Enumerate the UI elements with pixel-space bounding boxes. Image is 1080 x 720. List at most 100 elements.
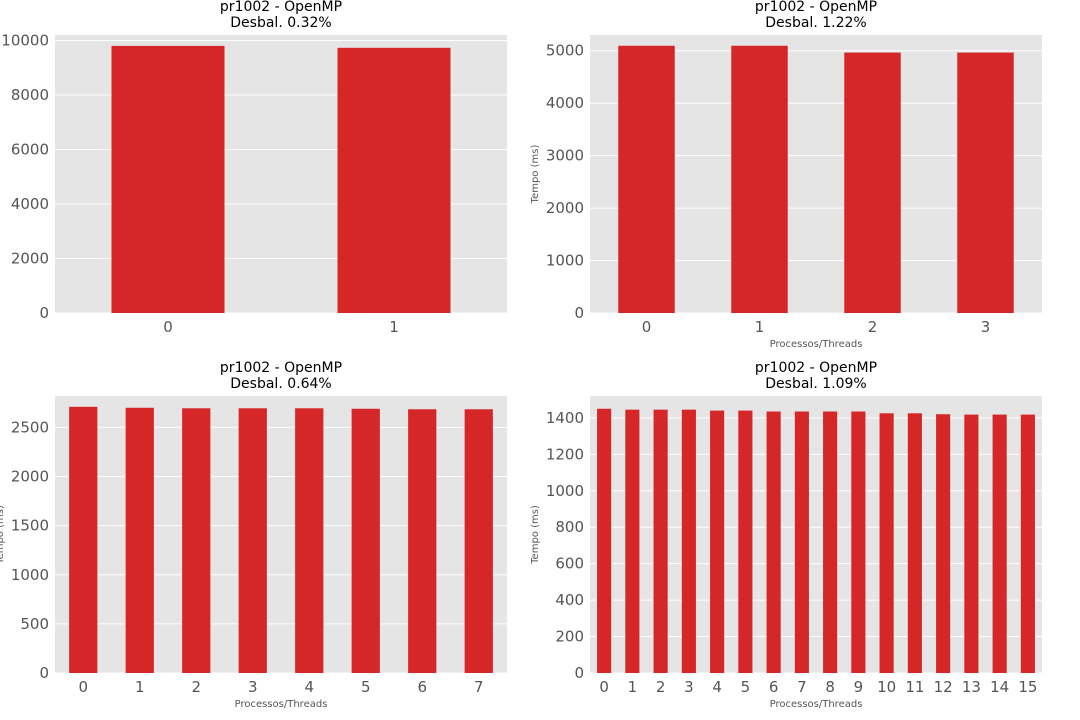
chart-0-bar: [337, 47, 451, 313]
chart-3-xtick-label: 5: [741, 678, 751, 696]
chart-2-ytick-label: 2500: [11, 418, 49, 436]
chart-2-bar: [238, 408, 267, 673]
chart-2-xtick-label: 4: [304, 678, 314, 696]
chart-1-bar: [731, 45, 788, 313]
chart-3-bar: [597, 408, 612, 673]
chart-3-ytick-label: 1400: [546, 409, 584, 427]
chart-0-xtick-label: 1: [389, 318, 399, 336]
chart-3-xtick-label: 8: [825, 678, 835, 696]
chart-0-ytick-label: 2000: [11, 249, 49, 267]
chart-3-ytick-label: 800: [555, 518, 584, 536]
chart-3-xtick-label: 1: [628, 678, 638, 696]
chart-3: 0 200 400 600 800 1000 1200 1400 0 1 2 3 4 5 6 7 8 9 10 11 1…: [530, 360, 1042, 710]
chart-0-subtitle: Desbal. 0.32%: [230, 15, 331, 31]
chart-1-bar: [957, 52, 1014, 314]
chart-1-xtick-label: 3: [981, 318, 991, 336]
chart-0-ytick-label: 10000: [1, 31, 49, 49]
chart-1-ytick-label: 2000: [546, 199, 584, 217]
chart-2-ytick-label: 2000: [11, 468, 49, 486]
chart-3-ylabel: Tempo (ms): [530, 505, 541, 565]
chart-3-bar: [964, 414, 979, 673]
chart-0-bar: [111, 45, 225, 313]
chart-2-xtick-label: 7: [474, 678, 484, 696]
chart-3-xtick-label: 6: [769, 678, 779, 696]
chart-1-xtick-label: 1: [755, 318, 765, 336]
chart-3-ytick-label: 600: [555, 555, 584, 573]
chart-2-bar: [125, 407, 154, 673]
chart-3-xtick-label: 9: [854, 678, 864, 696]
chart-3-ytick-label: 400: [555, 591, 584, 609]
chart-2-xtick-label: 2: [191, 678, 201, 696]
chart-3-bar: [992, 414, 1007, 673]
chart-3-bar: [625, 409, 640, 673]
chart-2-bar: [408, 409, 437, 673]
chart-3-bar: [1020, 414, 1035, 673]
chart-3-bar: [710, 410, 725, 673]
chart-2-title: pr1002 - OpenMP: [220, 360, 342, 376]
chart-2-ylabel: Tempo (ms): [0, 505, 6, 565]
chart-2-ytick-label: 500: [20, 615, 49, 633]
chart-1-bar: [844, 52, 901, 314]
chart-3-ytick-label: 1000: [546, 482, 584, 500]
chart-2-xtick-label: 0: [78, 678, 88, 696]
chart-3-xtick-label: 13: [962, 678, 981, 696]
chart-1-ytick-label: 1000: [546, 252, 584, 270]
chart-2-bar: [351, 408, 380, 673]
chart-3-title: pr1002 - OpenMP: [755, 360, 877, 376]
chart-3-xtick-label: 15: [1018, 678, 1037, 696]
chart-3-xtick-label: 10: [877, 678, 896, 696]
chart-2-xtick-label: 1: [135, 678, 145, 696]
chart-1-xtick-label: 0: [642, 318, 652, 336]
chart-2-bar: [182, 408, 211, 673]
chart-3-bar: [794, 411, 809, 673]
chart-1: 0 1000 2000 3000 4000 5000 0 1 2 3 pr1002 - OpenMP…: [530, 0, 1042, 350]
chart-2-xlabel: Processos/Threads: [235, 699, 328, 710]
chart-2-plot-area: [55, 396, 507, 673]
chart-3-xtick-label: 0: [599, 678, 609, 696]
chart-3-bar: [936, 414, 951, 673]
chart-3-bar: [879, 413, 894, 673]
chart-3-bar: [851, 411, 866, 673]
chart-3-subtitle: Desbal. 1.09%: [765, 376, 866, 392]
chart-0-ytick-label: 6000: [11, 140, 49, 158]
chart-1-ylabel: Tempo (ms): [530, 145, 541, 205]
chart-1-ytick-label: 3000: [546, 147, 584, 165]
chart-2-ytick-label: 1500: [11, 517, 49, 535]
chart-1-xtick-label: 2: [868, 318, 878, 336]
chart-0-title: pr1002 - OpenMP: [220, 0, 342, 15]
chart-2-subtitle: Desbal. 0.64%: [230, 376, 331, 392]
chart-3-bar: [766, 411, 781, 673]
chart-0-xtick-label: 0: [163, 318, 173, 336]
chart-3-ytick-label: 1200: [546, 445, 584, 463]
chart-2-bar: [464, 409, 493, 673]
chart-2-bar: [295, 408, 324, 673]
chart-3-xtick-label: 11: [905, 678, 924, 696]
chart-3-ytick-label: 0: [574, 664, 584, 682]
chart-3-bar: [907, 413, 922, 673]
chart-1-ytick-label: 5000: [546, 42, 584, 60]
chart-0-ytick-label: 0: [39, 304, 49, 322]
chart-1-subtitle: Desbal. 1.22%: [765, 15, 866, 31]
chart-3-bar: [738, 410, 753, 673]
chart-2-bar: [69, 406, 98, 673]
chart-3-ytick-label: 200: [555, 628, 584, 646]
chart-3-bar: [653, 409, 668, 673]
chart-1-title: pr1002 - OpenMP: [755, 0, 877, 15]
chart-3-xtick-label: 3: [684, 678, 694, 696]
chart-2: 0 500 1000 1500 2000 2500 0 1 2 3 4 5 6 7 pr1002 - Ope…: [0, 360, 507, 710]
chart-2-ytick-label: 1000: [11, 566, 49, 584]
chart-1-xlabel: Processos/Threads: [770, 339, 863, 350]
chart-2-xtick-label: 5: [361, 678, 371, 696]
chart-0-ytick-label: 8000: [11, 86, 49, 104]
chart-0: 0 2000 4000 6000 8000 10000 0 1 pr1002 - OpenMPD…: [1, 0, 507, 336]
chart-3-xtick-label: 2: [656, 678, 666, 696]
chart-3-xtick-label: 14: [990, 678, 1009, 696]
chart-1-bar: [618, 45, 675, 313]
chart-3-xtick-label: 7: [797, 678, 807, 696]
chart-3-bar: [681, 409, 696, 673]
chart-1-ytick-label: 4000: [546, 94, 584, 112]
chart-2-xtick-label: 3: [248, 678, 258, 696]
chart-2-ytick-label: 0: [39, 664, 49, 682]
chart-3-xtick-label: 4: [712, 678, 722, 696]
chart-1-ytick-label: 0: [574, 304, 584, 322]
